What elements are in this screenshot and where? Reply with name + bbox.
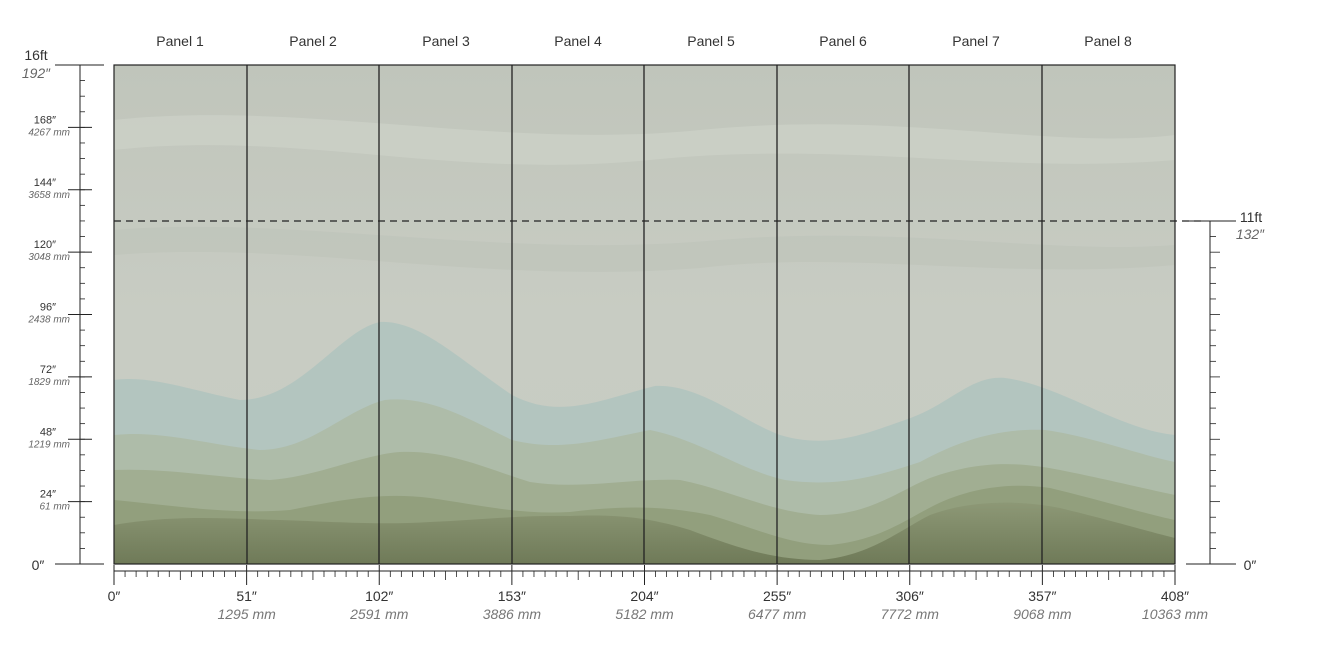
- panel-label-2: Panel 2: [289, 33, 337, 49]
- left-tick-label-mm: 1219 mm: [28, 439, 70, 450]
- left-ruler-major-ticks: 168″4267 mm 144″3658 mm 120″3048 mm 96″2438…: [27, 114, 92, 513]
- panel-label-5: Panel 5: [687, 33, 735, 49]
- left-ruler-minor-ticks: [80, 80, 85, 549]
- bottom-tick-label-mm: 3886 mm: [483, 606, 542, 622]
- left-tick-label-mm: 4267 mm: [28, 127, 70, 138]
- left-tick-label-inches: 48″: [40, 426, 56, 438]
- left-ruler-top-sublabel: 192″: [22, 65, 51, 81]
- panel-label-1: Panel 1: [156, 33, 204, 49]
- right-ruler-top-sublabel: 132″: [1236, 226, 1265, 242]
- right-height-ruler: 11ft 132″ 0″: [1186, 209, 1265, 573]
- left-tick-label-inches: 120″: [34, 239, 56, 251]
- bottom-tick-label-mm: 1295 mm: [217, 606, 276, 622]
- left-tick-label-mm: 3658 mm: [28, 190, 70, 201]
- left-ruler-zero-label: 0″: [32, 557, 45, 573]
- left-tick-label-mm: 3048 mm: [28, 252, 70, 263]
- right-ruler-top-label: 11ft: [1240, 209, 1262, 225]
- bottom-ruler-minor-ticks: [124, 571, 1165, 580]
- bottom-tick-label-inches: 255″: [763, 588, 791, 604]
- panel-label-4: Panel 4: [554, 33, 602, 49]
- left-tick-label-inches: 72″: [40, 364, 56, 376]
- bottom-tick-label-inches: 357″: [1028, 588, 1056, 604]
- bottom-tick-label-mm: 5182 mm: [615, 606, 674, 622]
- bottom-ruler-major-ticks: 0″ 51″ 1295 mm 102″ 2591 mm 153″ 3886 mm 204″ 51…: [108, 565, 1208, 622]
- left-tick-label-mm: 2438 mm: [27, 315, 70, 326]
- bottom-tick-label-mm: 2591 mm: [349, 606, 409, 622]
- panel-label-7: Panel 7: [952, 33, 1000, 49]
- bottom-tick-label-mm: 6477 mm: [748, 606, 807, 622]
- left-tick-label-inches: 24″: [40, 489, 56, 501]
- bottom-tick-label-inches: 102″: [365, 588, 393, 604]
- left-tick-label-mm: 1829 mm: [28, 377, 70, 388]
- right-ruler-zero-label: 0″: [1244, 557, 1257, 573]
- bottom-tick-label-inches: 51″: [236, 588, 257, 604]
- bottom-tick-label-inches: 0″: [108, 588, 121, 604]
- bottom-tick-label-inches: 306″: [896, 588, 924, 604]
- bottom-tick-label-inches: 204″: [630, 588, 658, 604]
- bottom-tick-label-mm: 10363 mm: [1142, 606, 1208, 622]
- left-tick-label-inches: 144″: [34, 177, 56, 189]
- right-ruler-minor-ticks: [1210, 236, 1220, 549]
- panel-label-6: Panel 6: [819, 33, 867, 49]
- bottom-tick-label-inches: 408″: [1161, 588, 1189, 604]
- panel-label-8: Panel 8: [1084, 33, 1132, 49]
- bottom-tick-label-mm: 7772 mm: [881, 606, 940, 622]
- panel-labels: Panel 1 Panel 2 Panel 3 Panel 4 Panel 5 …: [156, 33, 1132, 49]
- left-ruler-top-label: 16ft: [24, 47, 47, 63]
- bottom-tick-label-inches: 153″: [498, 588, 526, 604]
- bottom-tick-label-mm: 9068 mm: [1013, 606, 1072, 622]
- panel-grid: [113, 64, 1176, 565]
- panel-label-3: Panel 3: [422, 33, 470, 49]
- left-tick-label-inches: 168″: [34, 114, 56, 126]
- left-tick-label-mm: 61 mm: [39, 502, 70, 513]
- left-height-ruler: 168″4267 mm 144″3658 mm 120″3048 mm 96″2438…: [22, 47, 104, 573]
- bottom-width-ruler: 0″ 51″ 1295 mm 102″ 2591 mm 153″ 3886 mm 204″ 51…: [108, 565, 1208, 622]
- left-tick-label-inches: 96″: [40, 302, 56, 314]
